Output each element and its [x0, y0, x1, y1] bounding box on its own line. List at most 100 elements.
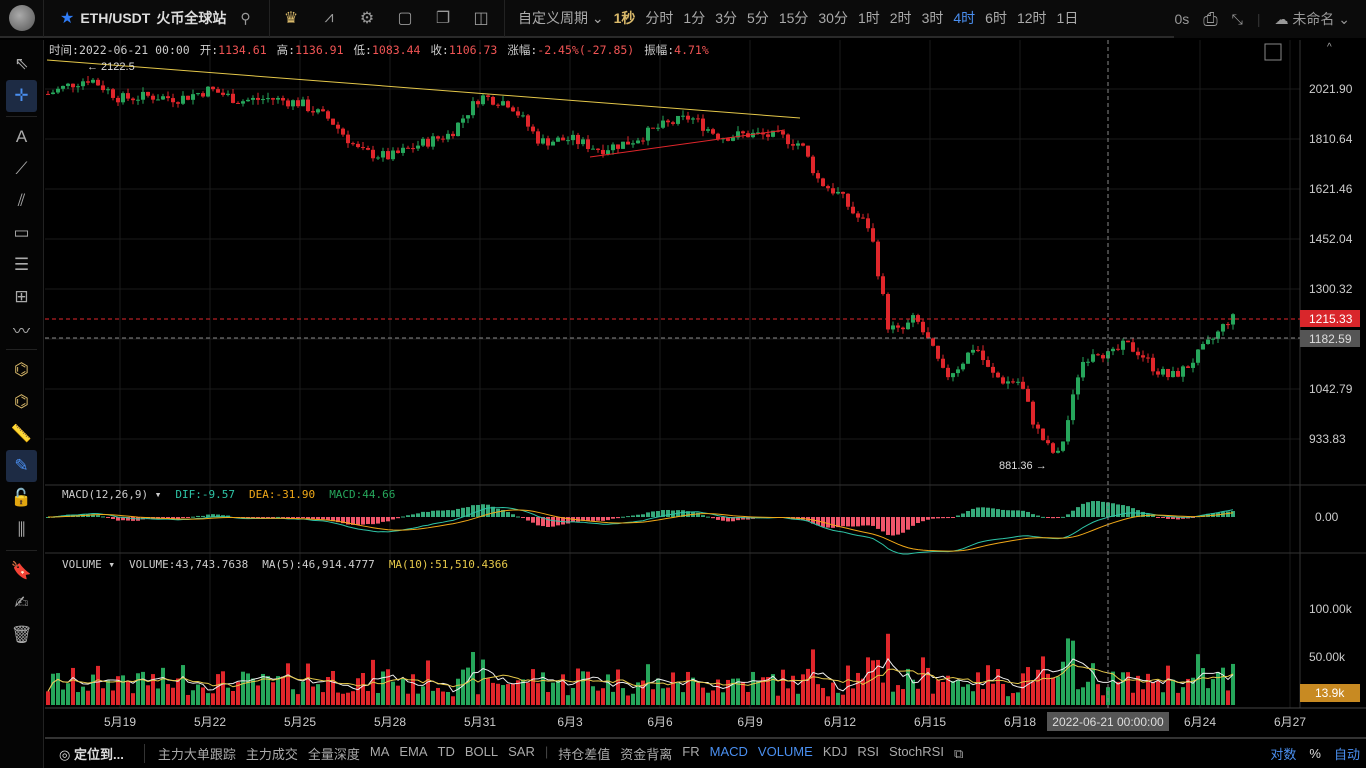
lock-icon[interactable]: 🔓 — [10, 488, 33, 507]
locate-button[interactable]: ◎ 定位到... — [45, 744, 145, 763]
volume-bar — [696, 682, 700, 705]
period-4[interactable]: 5分 — [747, 10, 769, 26]
show-hide-icon[interactable]: ⫼ — [17, 520, 26, 539]
indicator-持仓差值[interactable]: 持仓差值 — [558, 747, 611, 762]
indicator-主力成交[interactable]: 主力成交 — [245, 747, 298, 762]
pattern-tool-icon[interactable]: 〰 — [13, 321, 30, 341]
candle-body — [686, 115, 690, 120]
candle-body — [1141, 355, 1145, 358]
macd-histogram-bar — [186, 517, 190, 518]
measure-grid-icon[interactable]: ⊞ — [14, 287, 29, 306]
volume-bar — [986, 665, 990, 705]
copy-chart-icon[interactable]: ❐ — [435, 10, 451, 27]
indicator-ema[interactable]: EMA — [399, 744, 428, 759]
indicator-主力大单跟踪[interactable]: 主力大单跟踪 — [157, 747, 236, 762]
candle-body — [106, 89, 110, 91]
volume-bar — [1116, 681, 1120, 705]
macd-histogram-bar — [346, 517, 350, 525]
macd-histogram-bar — [981, 507, 985, 517]
candle-body — [1096, 354, 1100, 356]
indicator-td[interactable]: TD — [437, 744, 455, 759]
indicator-volume[interactable]: VOLUME — [757, 744, 813, 759]
edit-list-icon[interactable]: ✍ — [14, 593, 29, 612]
indicator-fr[interactable]: FR — [682, 744, 700, 759]
macd-histogram-bar — [1136, 510, 1140, 517]
drawing-toolbar: ⇖ ✛ A ⟋ ⫽ ▭ ☰ ⊞ 〰 ⌬ ⌬ 📏 ✎ 🔓 ⫼ 🔖 ✍ 🗑 — [0, 40, 44, 768]
auto-scale-toggle[interactable]: 自动 — [1333, 747, 1360, 762]
magnet-strong-icon[interactable]: ⌬ — [14, 392, 29, 411]
volume-name[interactable]: VOLUME ▾ — [62, 558, 115, 571]
macd-histogram-bar — [1161, 517, 1165, 518]
percent-scale-toggle[interactable]: % — [1309, 746, 1321, 761]
chart-window-icon[interactable]: ▢ — [397, 10, 413, 27]
indicator-rsi[interactable]: RSI — [857, 744, 880, 759]
symbol-selector[interactable]: ★ ETH/USDT 火币全球站 ⚲ — [44, 0, 270, 37]
period-13[interactable]: 1日 — [1056, 10, 1079, 26]
channel-tool-icon[interactable]: ⫽ — [17, 191, 26, 210]
volume-bar — [196, 684, 200, 705]
macd-histogram-bar — [896, 517, 900, 535]
cloud-save-button[interactable]: ☁ 未命名 ⌄ — [1274, 11, 1350, 27]
text-tool-icon[interactable]: A — [15, 127, 28, 146]
indicator-macd[interactable]: MACD — [709, 744, 748, 759]
favorite-star-icon[interactable]: ★ — [60, 10, 75, 27]
cursor-arrow-icon[interactable]: ⇖ — [14, 54, 29, 73]
volume-bar — [666, 687, 670, 705]
external-link-icon[interactable]: ⧉ — [953, 745, 964, 761]
volume-bar — [851, 688, 855, 705]
crosshair-icon[interactable]: ✛ — [6, 80, 37, 112]
volume-bar — [1231, 663, 1235, 705]
rectangle-tool-icon[interactable]: ▭ — [13, 223, 30, 242]
volume-bar — [691, 677, 695, 705]
period-8[interactable]: 2时 — [889, 10, 912, 26]
settings-gear-icon[interactable]: ⚙ — [359, 10, 375, 27]
candle-body — [856, 213, 860, 218]
magnet-icon[interactable]: ⌬ — [14, 360, 29, 379]
indicator-boll[interactable]: BOLL — [464, 744, 499, 759]
period-2[interactable]: 1分 — [683, 10, 706, 26]
macd-histogram-bar — [1191, 517, 1195, 518]
period-11[interactable]: 6时 — [985, 10, 1007, 26]
macd-name[interactable]: MACD(12,26,9) ▾ — [62, 488, 162, 501]
period-10[interactable]: 4时 — [953, 10, 976, 26]
indicator-资金背离[interactable]: 资金背离 — [620, 747, 673, 762]
candle-body — [641, 140, 645, 142]
price-chart[interactable]: 2021.90 1810.64 1621.46 1452.04 1300.32 1042.… — [45, 40, 1366, 735]
candle-body — [691, 118, 695, 120]
volume-bar — [846, 665, 850, 705]
period-9[interactable]: 3时 — [921, 10, 944, 26]
crown-icon[interactable]: ♛ — [283, 10, 299, 27]
layout-icon[interactable]: ◫ — [473, 10, 489, 27]
period-0[interactable]: 1秒 — [613, 10, 636, 26]
indicators-icon[interactable]: ⩘ — [324, 9, 334, 26]
indicator-ma[interactable]: MA — [369, 744, 390, 759]
macd-histogram-bar — [956, 515, 960, 517]
macd-histogram-bar — [1061, 516, 1065, 518]
period-5[interactable]: 15分 — [778, 10, 809, 26]
indicator-kdj[interactable]: KDJ — [822, 744, 848, 759]
app-logo[interactable] — [0, 0, 44, 37]
period-3[interactable]: 3分 — [715, 10, 738, 26]
custom-period-dropdown[interactable]: 自定义周期 ⌄ — [518, 10, 604, 26]
indicator-sar[interactable]: SAR — [508, 744, 535, 759]
period-1[interactable]: 分时 — [645, 10, 674, 26]
candle-body — [1061, 441, 1065, 451]
volume-bar — [66, 683, 70, 705]
period-12[interactable]: 12时 — [1016, 10, 1047, 26]
log-scale-toggle[interactable]: 对数 — [1270, 747, 1297, 762]
indicator-全量深度[interactable]: 全量深度 — [307, 747, 360, 762]
period-7[interactable]: 1时 — [857, 10, 880, 26]
camera-icon[interactable]: ⎙ — [1203, 8, 1218, 29]
indicator-stochrsi[interactable]: StochRSI — [889, 744, 944, 759]
trash-icon[interactable]: 🗑 — [10, 625, 33, 644]
fullscreen-icon[interactable]: ⤡ — [1231, 10, 1243, 27]
ruler-icon[interactable]: 📏 — [10, 424, 33, 443]
trendline-tool-icon[interactable]: ⟋ — [15, 159, 28, 178]
bookmark-icon[interactable]: 🔖 — [10, 561, 33, 580]
volume-bar — [966, 684, 970, 705]
period-6[interactable]: 30分 — [818, 10, 848, 26]
draw-mode-icon[interactable]: ✎ — [6, 450, 37, 482]
candle-body — [1041, 428, 1045, 441]
fibonacci-tool-icon[interactable]: ☰ — [13, 255, 30, 274]
search-icon[interactable]: ⚲ — [240, 9, 251, 26]
